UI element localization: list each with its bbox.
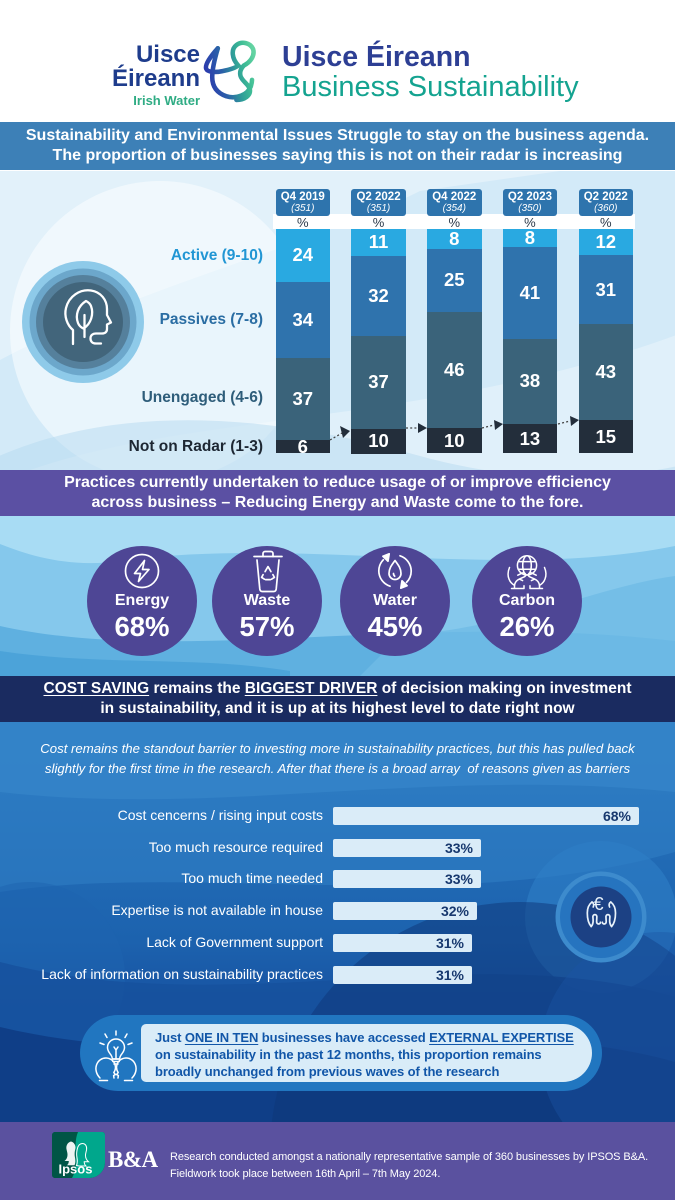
svg-text:Ipsos: Ipsos xyxy=(59,1162,93,1177)
svg-text:€: € xyxy=(593,894,603,914)
